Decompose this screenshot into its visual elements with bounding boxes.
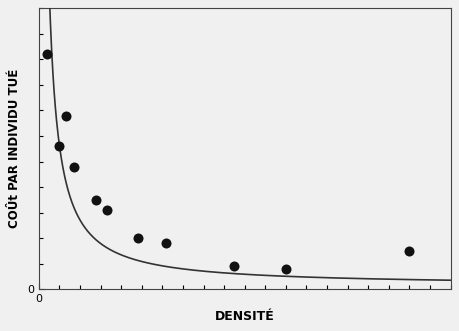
Point <box>56 144 63 149</box>
Point <box>231 263 238 269</box>
Point <box>70 164 78 169</box>
Point <box>93 197 100 203</box>
Point <box>282 266 290 271</box>
Point <box>43 52 50 57</box>
X-axis label: DENSITÉ: DENSITÉ <box>215 310 274 323</box>
Point <box>103 208 110 213</box>
Point <box>134 236 141 241</box>
Point <box>62 113 69 118</box>
Y-axis label: COÛt PAR INDIVIDU TUÉ: COÛt PAR INDIVIDU TUÉ <box>8 69 21 228</box>
Point <box>163 241 170 246</box>
Point <box>406 248 413 254</box>
